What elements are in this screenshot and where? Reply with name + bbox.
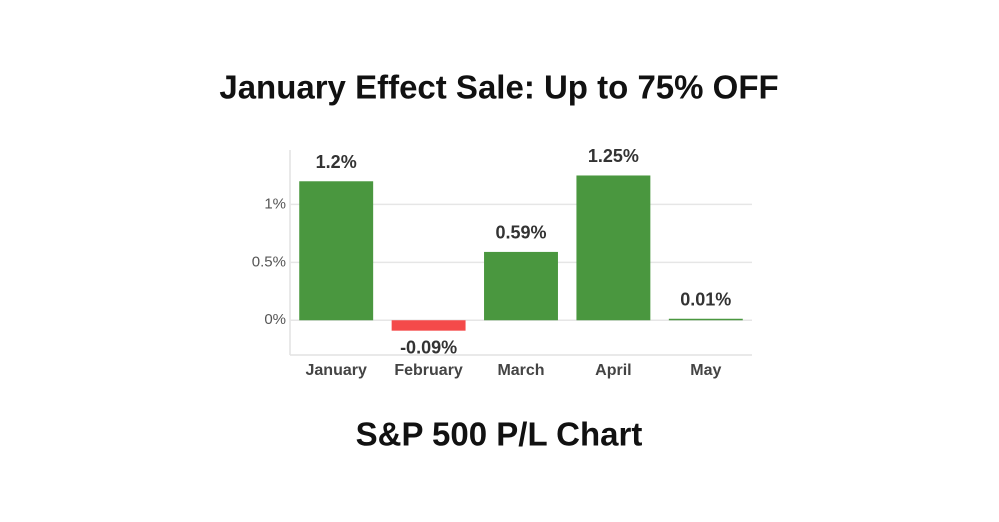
bar <box>391 320 466 331</box>
value-label: 0.59% <box>495 223 546 243</box>
chart-subtitle: S&P 500 P/L Chart <box>356 416 643 453</box>
y-tick-label: 0% <box>264 311 286 328</box>
x-tick-label: January <box>306 362 367 379</box>
value-label: -0.09% <box>400 337 457 357</box>
y-tick-label: 0.5% <box>252 253 286 270</box>
x-tick-label: March <box>497 362 544 379</box>
value-label: 0.01% <box>680 290 731 310</box>
bar <box>484 251 558 321</box>
value-label: 1.2% <box>316 152 357 172</box>
y-tick-label: 1% <box>264 195 286 212</box>
x-tick-label: May <box>690 362 721 379</box>
bar <box>576 175 651 321</box>
value-label: 1.25% <box>588 146 639 166</box>
bar <box>299 181 374 321</box>
x-tick-label: April <box>595 362 631 379</box>
x-tick-label: February <box>394 362 463 379</box>
chart-title: January Effect Sale: Up to 75% OFF <box>219 69 778 106</box>
bar <box>668 318 743 321</box>
